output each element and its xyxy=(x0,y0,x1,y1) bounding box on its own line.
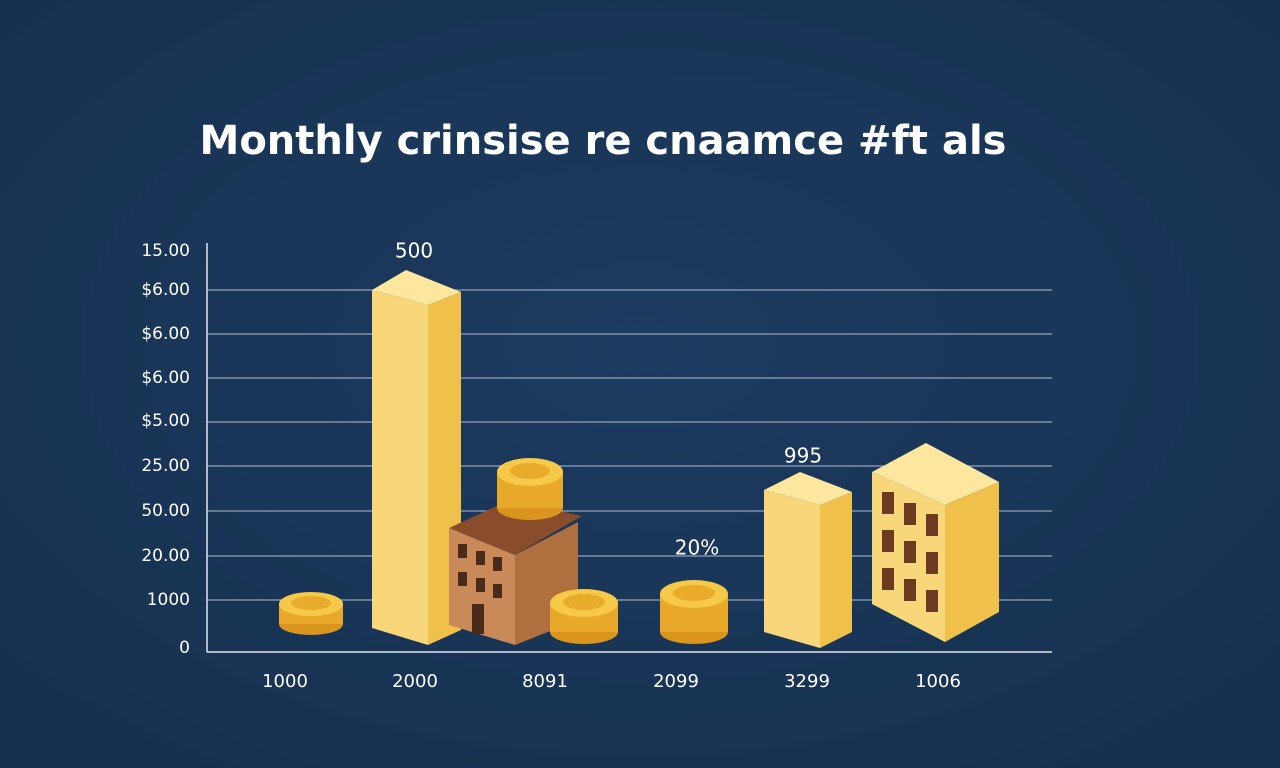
building xyxy=(449,500,582,645)
block-building xyxy=(872,443,999,642)
x-axis-label: 2099 xyxy=(653,671,699,692)
y-axis-label: 0 xyxy=(179,638,190,658)
grid xyxy=(206,243,1052,653)
coin-stack xyxy=(497,458,563,520)
x-axis-labels: 1000 2000 8091 2099 3299 1006 xyxy=(262,671,961,692)
annotation: 995 xyxy=(784,444,822,468)
x-axis-label: 8091 xyxy=(522,671,568,692)
y-axis-label: $5.00 xyxy=(141,411,190,431)
x-axis-label: 1000 xyxy=(262,671,308,692)
y-axis-label: 1000 xyxy=(147,590,190,610)
y-axis-label: 20.00 xyxy=(141,546,190,566)
y-axis-label: 15.00 xyxy=(141,241,190,261)
annotation: 500 xyxy=(395,239,433,263)
x-axis-label: 1006 xyxy=(915,671,961,692)
short-bar xyxy=(764,472,852,648)
coin-stack xyxy=(550,589,618,644)
x-axis-label: 3299 xyxy=(784,671,830,692)
tall-bar xyxy=(372,270,461,645)
y-axis-label: $6.00 xyxy=(141,280,190,300)
coin-stack xyxy=(660,580,728,644)
y-axis-label: $6.00 xyxy=(141,324,190,344)
chart-title: Monthly crinsise re cnaamce #ft als xyxy=(200,118,1007,164)
annotation: 20% xyxy=(675,536,719,560)
coin-stack xyxy=(279,592,343,635)
y-axis-label: $6.00 xyxy=(141,368,190,388)
y-axis-labels: 15.00 $6.00 $6.00 $6.00 $5.00 25.00 50.00 20.00… xyxy=(141,241,190,658)
y-axis-label: 50.00 xyxy=(141,501,190,521)
x-axis-label: 2000 xyxy=(392,671,438,692)
y-axis-label: 25.00 xyxy=(141,456,190,476)
